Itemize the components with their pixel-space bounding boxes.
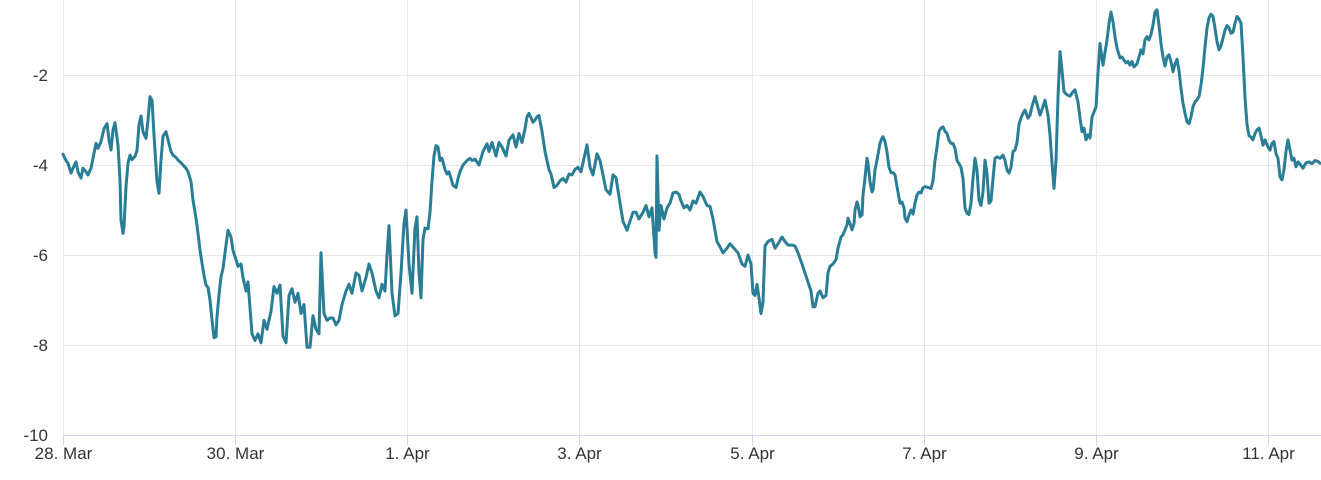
- x-axis-label: 3. Apr: [557, 444, 602, 463]
- x-axis-label: 28. Mar: [35, 444, 93, 463]
- y-axis-label: -4: [33, 156, 48, 175]
- x-axis-label: 11. Apr: [1242, 444, 1295, 463]
- x-axis-label: 5. Apr: [730, 444, 775, 463]
- x-axis-label: 9. Apr: [1074, 444, 1119, 463]
- y-axis-label: -8: [33, 336, 48, 355]
- y-axis-label: -6: [33, 246, 48, 265]
- series-line[interactable]: [61, 8, 1321, 349]
- x-axis-label: 30. Mar: [207, 444, 265, 463]
- y-axis-label: -10: [23, 426, 48, 445]
- x-axis-label: 1. Apr: [385, 444, 430, 463]
- x-axis-label: 7. Apr: [902, 444, 947, 463]
- y-axis-label: -2: [33, 66, 48, 85]
